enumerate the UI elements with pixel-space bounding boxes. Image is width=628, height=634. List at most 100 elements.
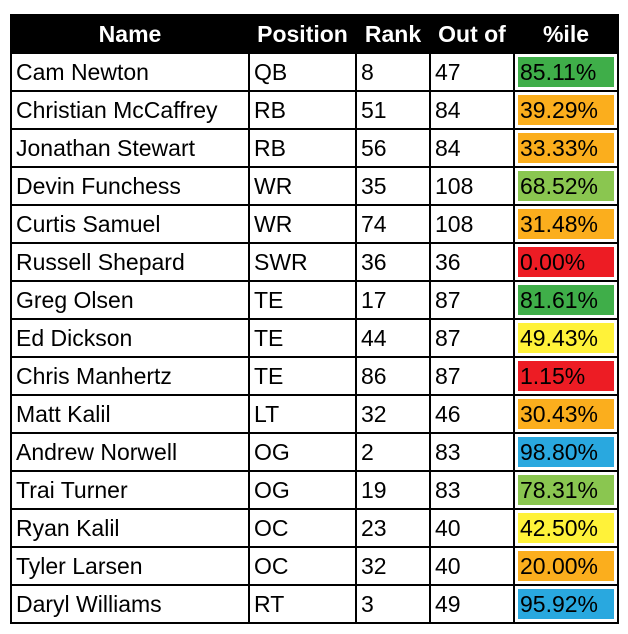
cell-position: OG (248, 432, 357, 472)
cell-percentile: 1.15% (513, 356, 619, 396)
cell-rank: 36 (355, 242, 431, 282)
cell-out-of: 108 (429, 204, 515, 244)
cell-rank: 44 (355, 318, 431, 358)
cell-name: Russell Shepard (10, 242, 250, 282)
cell-out-of: 40 (429, 546, 515, 586)
cell-rank: 19 (355, 470, 431, 510)
percentile-highlight: 1.15% (518, 361, 614, 391)
table-body: Cam Newton QB 8 47 85.11% Christian McCaffrey… (10, 52, 619, 624)
cell-out-of: 49 (429, 584, 515, 624)
cell-percentile: 20.00% (513, 546, 619, 586)
cell-out-of: 36 (429, 242, 515, 282)
cell-rank: 17 (355, 280, 431, 320)
cell-name: Ryan Kalil (10, 508, 250, 548)
cell-rank: 3 (355, 584, 431, 624)
percentile-highlight: 33.33% (518, 133, 614, 163)
cell-position: LT (248, 394, 357, 434)
cell-position: SWR (248, 242, 357, 282)
cell-name: Christian McCaffrey (10, 90, 250, 130)
cell-percentile: 68.52% (513, 166, 619, 206)
table-row: Andrew Norwell OG 2 83 98.80% (10, 432, 619, 472)
cell-name: Daryl Williams (10, 584, 250, 624)
percentile-highlight: 0.00% (518, 247, 614, 277)
header-name: Name (10, 14, 250, 54)
table-row: Greg Olsen TE 17 87 81.61% (10, 280, 619, 320)
cell-position: TE (248, 318, 357, 358)
cell-percentile: 81.61% (513, 280, 619, 320)
cell-out-of: 108 (429, 166, 515, 206)
table-row: Jonathan Stewart RB 56 84 33.33% (10, 128, 619, 168)
cell-name: Devin Funchess (10, 166, 250, 206)
table-header: Name Position Rank Out of %ile (10, 14, 619, 54)
cell-name: Ed Dickson (10, 318, 250, 358)
cell-out-of: 83 (429, 432, 515, 472)
cell-percentile: 78.31% (513, 470, 619, 510)
cell-position: OC (248, 546, 357, 586)
cell-rank: 2 (355, 432, 431, 472)
cell-percentile: 0.00% (513, 242, 619, 282)
cell-position: RB (248, 128, 357, 168)
cell-position: OC (248, 508, 357, 548)
table-row: Ryan Kalil OC 23 40 42.50% (10, 508, 619, 548)
table-row: Chris Manhertz TE 86 87 1.15% (10, 356, 619, 396)
cell-percentile: 42.50% (513, 508, 619, 548)
percentile-highlight: 49.43% (518, 323, 614, 353)
percentile-highlight: 85.11% (518, 57, 614, 87)
percentile-highlight: 95.92% (518, 589, 614, 619)
cell-rank: 32 (355, 394, 431, 434)
header-percentile: %ile (513, 14, 619, 54)
cell-rank: 8 (355, 52, 431, 92)
cell-out-of: 84 (429, 90, 515, 130)
cell-out-of: 83 (429, 470, 515, 510)
cell-percentile: 33.33% (513, 128, 619, 168)
cell-percentile: 95.92% (513, 584, 619, 624)
cell-out-of: 47 (429, 52, 515, 92)
header-rank: Rank (355, 14, 431, 54)
cell-out-of: 87 (429, 356, 515, 396)
table-row: Ed Dickson TE 44 87 49.43% (10, 318, 619, 358)
cell-name: Tyler Larsen (10, 546, 250, 586)
cell-rank: 35 (355, 166, 431, 206)
table-row: Russell Shepard SWR 36 36 0.00% (10, 242, 619, 282)
cell-position: QB (248, 52, 357, 92)
cell-percentile: 31.48% (513, 204, 619, 244)
percentile-highlight: 31.48% (518, 209, 614, 239)
cell-rank: 56 (355, 128, 431, 168)
table-row: Daryl Williams RT 3 49 95.92% (10, 584, 619, 624)
percentile-highlight: 30.43% (518, 399, 614, 429)
cell-position: RB (248, 90, 357, 130)
table-row: Devin Funchess WR 35 108 68.52% (10, 166, 619, 206)
cell-position: WR (248, 204, 357, 244)
cell-rank: 32 (355, 546, 431, 586)
percentile-highlight: 39.29% (518, 95, 614, 125)
percentile-highlight: 81.61% (518, 285, 614, 315)
cell-position: TE (248, 280, 357, 320)
table-row: Cam Newton QB 8 47 85.11% (10, 52, 619, 92)
cell-rank: 74 (355, 204, 431, 244)
cell-position: OG (248, 470, 357, 510)
cell-rank: 86 (355, 356, 431, 396)
table-row: Tyler Larsen OC 32 40 20.00% (10, 546, 619, 586)
table-row: Matt Kalil LT 32 46 30.43% (10, 394, 619, 434)
header-out-of: Out of (429, 14, 515, 54)
header-position: Position (248, 14, 357, 54)
cell-name: Greg Olsen (10, 280, 250, 320)
cell-name: Curtis Samuel (10, 204, 250, 244)
cell-percentile: 30.43% (513, 394, 619, 434)
cell-out-of: 87 (429, 280, 515, 320)
cell-name: Cam Newton (10, 52, 250, 92)
rankings-table: Name Position Rank Out of %ile Cam Newto… (10, 14, 619, 624)
cell-percentile: 49.43% (513, 318, 619, 358)
table-row: Christian McCaffrey RB 51 84 39.29% (10, 90, 619, 130)
cell-position: WR (248, 166, 357, 206)
cell-out-of: 46 (429, 394, 515, 434)
cell-percentile: 98.80% (513, 432, 619, 472)
cell-position: TE (248, 356, 357, 396)
cell-out-of: 87 (429, 318, 515, 358)
cell-position: RT (248, 584, 357, 624)
percentile-highlight: 20.00% (518, 551, 614, 581)
cell-out-of: 40 (429, 508, 515, 548)
percentile-highlight: 98.80% (518, 437, 614, 467)
cell-name: Jonathan Stewart (10, 128, 250, 168)
percentile-highlight: 68.52% (518, 171, 614, 201)
